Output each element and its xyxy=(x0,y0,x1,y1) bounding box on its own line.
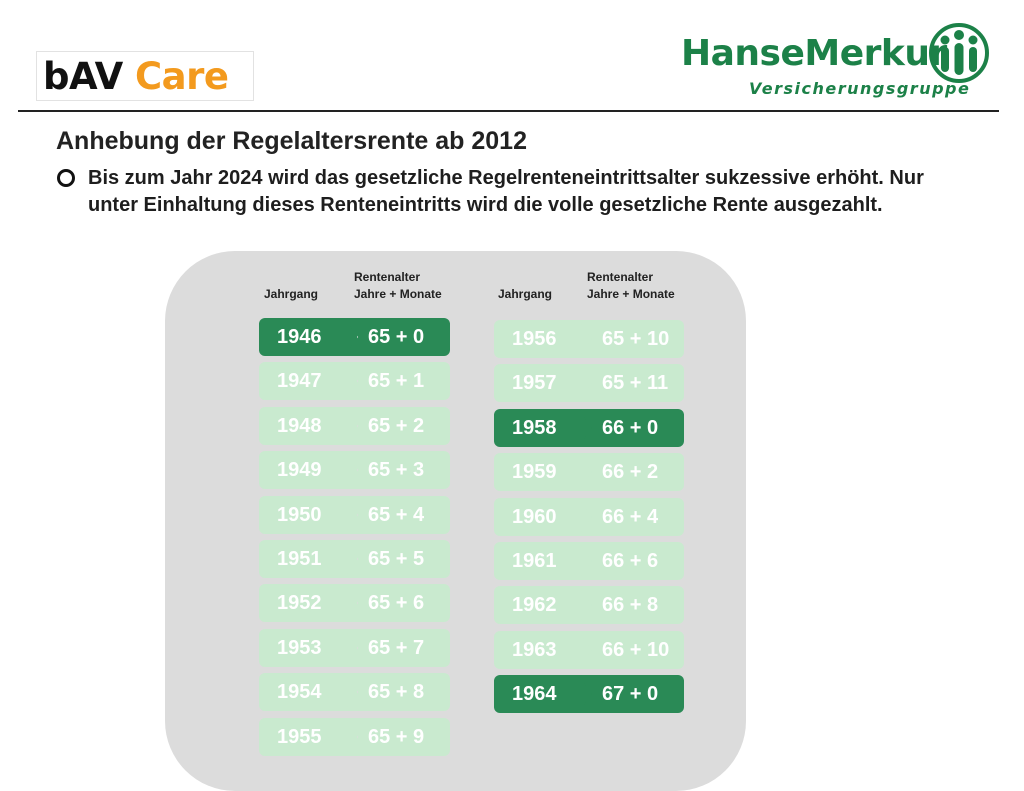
age-value: 65 + 3 xyxy=(368,459,425,481)
logo-text-care: Care xyxy=(135,55,229,98)
year-value: 1951 xyxy=(277,548,322,570)
age-cell: 66 + 10 xyxy=(578,631,684,669)
age-cell: 65 + 5 xyxy=(344,540,450,578)
age-value: 66 + 10 xyxy=(602,639,670,661)
year-value: 1950 xyxy=(277,504,322,526)
column-header-rentenalter-left: Rentenalter Jahre + Monate xyxy=(354,269,442,303)
age-value: 66 + 6 xyxy=(602,550,659,572)
year-cell: 1959 xyxy=(494,453,592,491)
age-value: 66 + 0 xyxy=(602,417,659,439)
age-value: 65 + 7 xyxy=(368,637,425,659)
year-cell: 1958 xyxy=(494,409,592,447)
age-cell: 65 + 7 xyxy=(344,629,450,667)
bullet-text: Bis zum Jahr 2024 wird das gesetzliche R… xyxy=(88,167,924,216)
age-value: 66 + 2 xyxy=(602,461,659,483)
year-value: 1956 xyxy=(512,328,557,350)
age-value: 65 + 1 xyxy=(368,370,425,392)
year-cell: 1957 xyxy=(494,364,592,402)
age-value: 65 + 4 xyxy=(368,504,425,526)
age-value: 66 + 8 xyxy=(602,594,659,616)
age-cell: 66 + 6 xyxy=(578,542,684,580)
age-cell: 65 + 8 xyxy=(344,673,450,711)
header-divider xyxy=(18,110,999,112)
column-header-jahrgang-right: Jahrgang xyxy=(498,287,553,301)
column-header-rentenalter-line1: Rentenalter xyxy=(587,270,654,284)
year-value: 1957 xyxy=(512,372,557,394)
age-cell: 65 + 10 xyxy=(578,320,684,358)
hansemerkur-subtitle: Versicherungsgruppe xyxy=(749,79,971,98)
year-cell: 1953 xyxy=(259,629,357,667)
year-value: 1948 xyxy=(277,415,322,437)
column-header-rentenalter-line2: Jahre + Monate xyxy=(587,287,675,301)
year-value: 1960 xyxy=(512,506,557,528)
year-value: 1949 xyxy=(277,459,322,481)
year-value: 1959 xyxy=(512,461,557,483)
age-value: 65 + 10 xyxy=(602,328,670,350)
year-cell: 1961 xyxy=(494,542,592,580)
year-cell: 1964 xyxy=(494,675,592,713)
year-value: 1964 xyxy=(512,683,557,705)
column-header-rentenalter-line1: Rentenalter xyxy=(354,270,421,284)
age-cell: 67 + 0 xyxy=(578,675,684,713)
age-cell: 65 + 3 xyxy=(344,451,450,489)
age-cell: 65 + 4 xyxy=(344,496,450,534)
age-value: 65 + 0 xyxy=(368,326,425,348)
year-cell: 1947 xyxy=(259,362,357,400)
age-cell: 65 + 2 xyxy=(344,407,450,445)
age-value: 65 + 6 xyxy=(368,592,425,614)
age-value: 65 + 2 xyxy=(368,415,425,437)
bav-care-logo: bAV Care xyxy=(36,51,254,101)
year-cell: 1951 xyxy=(259,540,357,578)
age-cell: 66 + 2 xyxy=(578,453,684,491)
column-header-jahrgang-left: Jahrgang xyxy=(264,287,319,301)
year-cell: 1952 xyxy=(259,584,357,622)
age-value: 67 + 0 xyxy=(602,683,659,705)
year-cell: 1963 xyxy=(494,631,592,669)
year-value: 1963 xyxy=(512,639,557,661)
year-cell: 1946 xyxy=(259,318,357,356)
year-value: 1961 xyxy=(512,550,557,572)
year-cell: 1949 xyxy=(259,451,357,489)
year-value: 1962 xyxy=(512,594,557,616)
hansemerkur-wordmark: HanseMerkur xyxy=(681,33,947,74)
age-cell: 65 + 0 xyxy=(344,318,450,356)
column-header-rentenalter-right: Rentenalter Jahre + Monate xyxy=(587,269,675,303)
year-cell: 1956 xyxy=(494,320,592,358)
age-value: 66 + 4 xyxy=(602,506,659,528)
age-cell: 65 + 9 xyxy=(344,718,450,756)
age-cell: 66 + 8 xyxy=(578,586,684,624)
year-cell: 1950 xyxy=(259,496,357,534)
year-cell: 1955 xyxy=(259,718,357,756)
year-value: 1954 xyxy=(277,681,322,703)
year-cell: 1948 xyxy=(259,407,357,445)
year-value: 1953 xyxy=(277,637,322,659)
age-cell: 65 + 11 xyxy=(578,364,684,402)
age-value: 65 + 5 xyxy=(368,548,425,570)
age-cell: 66 + 4 xyxy=(578,498,684,536)
column-header-rentenalter-line2: Jahre + Monate xyxy=(354,287,442,301)
age-cell: 66 + 0 xyxy=(578,409,684,447)
circle-bullet-icon xyxy=(57,169,75,187)
year-value: 1955 xyxy=(277,726,322,748)
logo-text-bav: bAV xyxy=(43,55,123,98)
year-value: 1958 xyxy=(512,417,557,439)
hansemerkur-people-logo-icon xyxy=(929,23,989,83)
year-cell: 1954 xyxy=(259,673,357,711)
age-value: 65 + 9 xyxy=(368,726,425,748)
year-value: 1952 xyxy=(277,592,322,614)
age-value: 65 + 8 xyxy=(368,681,425,703)
age-cell: 65 + 1 xyxy=(344,362,450,400)
age-value: 65 + 11 xyxy=(602,372,669,394)
year-cell: 1960 xyxy=(494,498,592,536)
year-cell: 1962 xyxy=(494,586,592,624)
year-value: 1947 xyxy=(277,370,322,392)
page-title: Anhebung der Regelaltersrente ab 2012 xyxy=(56,127,527,155)
year-value: 1946 xyxy=(277,326,322,348)
age-cell: 65 + 6 xyxy=(344,584,450,622)
